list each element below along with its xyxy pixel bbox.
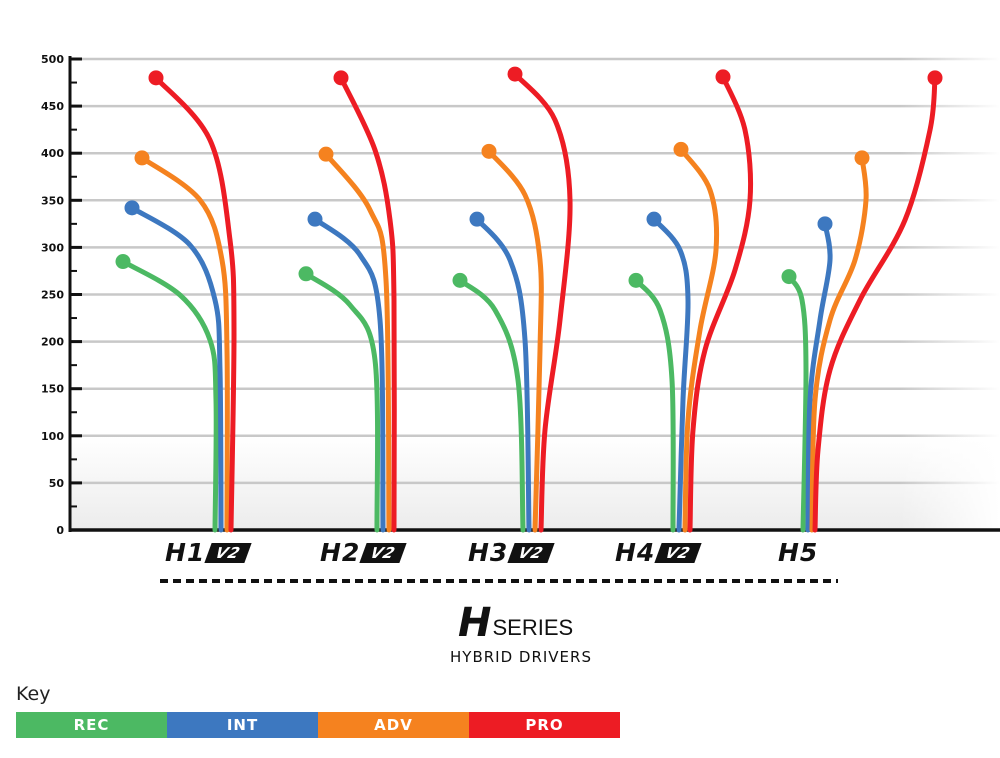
y-tick-label: 200: [41, 336, 64, 349]
endpoint-h1-int: [124, 200, 140, 216]
endpoint-h2-int: [307, 211, 323, 227]
model-name: H3: [468, 538, 509, 567]
endpoint-h2-adv: [318, 146, 334, 162]
flight-path-h4-rec: [633, 277, 676, 533]
endpoint-h3-int: [469, 211, 485, 227]
flight-path-h1-int: [129, 205, 224, 533]
h-series-logo: H SERIES: [458, 600, 574, 646]
legend-item-int: INT: [167, 712, 318, 738]
endpoint-h4-int: [646, 211, 662, 227]
model-labels: H1 V2 H2 V2 H3 V2 H4 V2 H5: [0, 538, 1000, 572]
flight-path-h2-int: [312, 216, 386, 533]
flight-chart: 0 50 100 150 200 250 300 350 400 450 500: [41, 50, 1000, 537]
legend: REC INT ADV PRO: [16, 712, 620, 738]
dashed-divider: [160, 579, 838, 583]
y-tick-label: 250: [41, 289, 64, 302]
endpoint-h2-rec: [298, 266, 314, 282]
flight-path-h2-rec: [303, 271, 381, 533]
endpoint-h4-pro: [715, 69, 731, 85]
legend-item-adv: ADV: [318, 712, 469, 738]
endpoint-h2-pro: [333, 70, 349, 86]
endpoint-h3-rec: [452, 272, 468, 288]
fade-overlay: [900, 50, 1000, 535]
model-label-h1: H1 V2: [165, 538, 253, 567]
logo-word: SERIES: [492, 615, 574, 640]
flight-path-h2-adv: [323, 151, 392, 533]
model-name: H5: [778, 538, 819, 567]
flight-path-h2-pro: [338, 75, 397, 533]
endpoint-h5-rec: [781, 269, 797, 285]
y-tick-label: 150: [41, 383, 64, 396]
endpoint-h3-pro: [507, 66, 523, 82]
flight-path-h4-adv: [678, 146, 720, 533]
key-title: Key: [16, 683, 51, 705]
flight-path-h1-rec: [120, 259, 219, 533]
flight-path-h4-pro: [687, 74, 754, 533]
model-label-h5: H5: [778, 538, 818, 567]
y-tick-label: 50: [49, 477, 65, 490]
y-tick-label: 350: [41, 194, 64, 207]
subtitle: HYBRID DRIVERS: [450, 648, 592, 666]
endpoint-h1-rec: [115, 254, 131, 270]
legend-item-rec: REC: [16, 712, 167, 738]
flight-path-h3-adv: [486, 148, 544, 533]
flight-path-h4-int: [651, 216, 691, 533]
endpoint-h1-adv: [134, 150, 150, 166]
model-name: H2: [320, 538, 361, 567]
endpoint-h4-rec: [628, 272, 644, 288]
y-tick-label: 0: [56, 524, 64, 537]
flight-path-h5-adv: [809, 155, 869, 533]
endpoint-h5-pro: [927, 70, 943, 86]
logo-letter: H: [458, 600, 492, 646]
endpoint-h3-adv: [481, 143, 497, 159]
model-label-h3: H3 V2: [468, 538, 556, 567]
flight-path-h1-pro: [153, 75, 237, 533]
flight-path-h5-rec: [786, 274, 809, 533]
model-name: H1: [165, 538, 206, 567]
flight-path-h3-int: [474, 216, 532, 533]
legend-item-pro: PRO: [469, 712, 620, 738]
model-label-h2: H2 V2: [320, 538, 408, 567]
flight-path-h5-pro: [812, 75, 938, 533]
flight-path-h1-adv: [139, 155, 230, 533]
endpoint-h4-adv: [673, 141, 689, 157]
endpoint-h5-int: [817, 216, 833, 232]
model-label-h4: H4 V2: [615, 538, 703, 567]
y-tick-label: 400: [41, 147, 64, 160]
y-tick-label: 300: [41, 241, 64, 254]
y-tick-label: 500: [41, 53, 64, 66]
y-tick-label: 100: [41, 430, 64, 443]
endpoint-h1-pro: [148, 70, 164, 86]
model-name: H4: [615, 538, 656, 567]
y-tick-label: 450: [41, 100, 64, 113]
flight-path-h3-rec: [457, 277, 526, 533]
flight-path-h5-int: [805, 221, 833, 533]
endpoint-h5-adv: [854, 150, 870, 166]
flight-path-h3-pro: [512, 71, 573, 533]
